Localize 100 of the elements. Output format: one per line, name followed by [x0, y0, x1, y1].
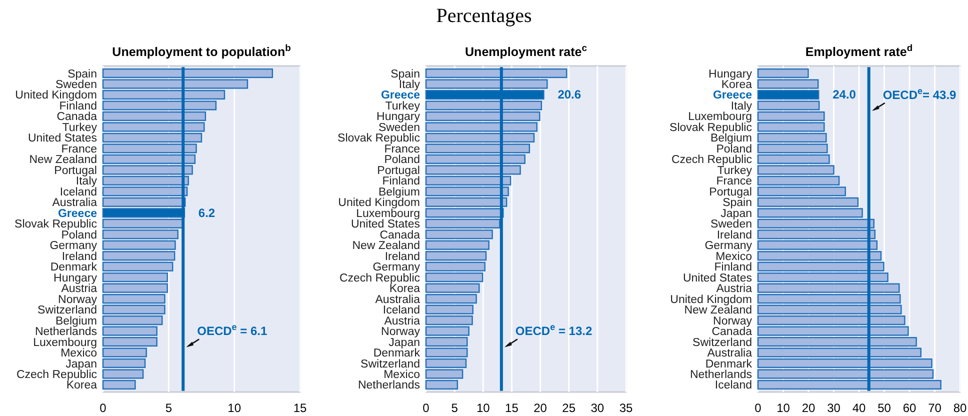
y-tick-label: Turkey — [385, 100, 420, 112]
y-tick-label: Mexico — [716, 250, 752, 263]
y-tick-label: Norway — [713, 315, 752, 328]
y-tick-label: Canada — [56, 111, 98, 124]
x-tick-label: 10 — [476, 401, 490, 415]
y-tick-label: Iceland — [714, 380, 752, 392]
y-tick-label: Australia — [375, 294, 421, 306]
y-tick-label: Norway — [58, 294, 98, 306]
y-tick-label: Netherlands — [34, 326, 98, 338]
y-tick-label: Belgium — [710, 132, 752, 145]
y-tick-label: Austria — [716, 283, 753, 296]
x-tick-label: 10 — [776, 401, 790, 415]
y-tick-label: Belgium — [378, 186, 420, 198]
x-tick-label: 35 — [619, 401, 633, 415]
y-tick-label: Luxembourg — [688, 111, 752, 124]
chart-title: Unemployment rate$^{c}$ — [465, 43, 587, 59]
x-tick-label: 40 — [852, 401, 866, 415]
y-tick-label: Luxembourg — [33, 336, 97, 349]
y-tick-label: Japan — [66, 358, 97, 370]
y-tick-label: Denmark — [50, 262, 98, 274]
y-tick-label: Hungary — [708, 68, 752, 80]
y-tick-label: Iceland — [382, 304, 420, 317]
y-tick-label: Turkey — [717, 164, 752, 177]
y-tick-label: Hungary — [54, 272, 98, 284]
y-tick-label: Ireland — [716, 229, 752, 242]
y-tick-label: Finland — [714, 262, 752, 274]
ref-line-label: OECD$^{e}$= 43.9 — [882, 86, 957, 102]
y-tick-label: France — [384, 143, 420, 156]
y-tick-label: Portugal — [54, 164, 97, 177]
y-tick-label: Italy — [730, 100, 752, 112]
y-tick-label: Finland — [59, 100, 97, 112]
x-tick-label: 30 — [590, 401, 604, 415]
y-tick-label: France — [716, 176, 752, 188]
x-tick-label: 15 — [505, 401, 519, 415]
y-tick-label: New Zealand — [684, 304, 752, 317]
y-tick-label: Finland — [382, 176, 420, 188]
y-tick-label: Sweden — [378, 122, 420, 134]
x-tick-label: 0 — [754, 401, 762, 415]
y-tick-label: Netherlands — [690, 368, 752, 381]
y-tick-label: Norway — [381, 326, 420, 338]
y-tick-label: Portugal — [377, 164, 420, 177]
y-tick-label: Mexico — [60, 348, 97, 360]
y-tick-label: Australia — [52, 197, 98, 210]
y-tick-label: Ireland — [62, 250, 97, 263]
y-tick-label: United Kingdom — [670, 294, 752, 306]
y-tick-label: Czech Republic — [339, 272, 420, 284]
x-tick-label: 25 — [562, 401, 576, 415]
y-tick-label: Poland — [61, 229, 97, 242]
text: Percentages — [436, 5, 532, 27]
x-tick-label: 5 — [451, 401, 458, 415]
x-tick-label: 60 — [902, 401, 916, 415]
y-tick-label: Spain — [390, 68, 420, 80]
x-tick-label: 10 — [228, 401, 242, 415]
y-tick-label: Japan — [388, 336, 420, 349]
data-label: 24.0 — [832, 88, 856, 102]
y-tick-label: Korea — [66, 380, 98, 392]
y-tick-label: Italy — [398, 79, 420, 92]
y-tick-label: Australia — [707, 348, 753, 360]
ref-line-label: OECD$^{e}$ = 6.1 — [197, 322, 268, 338]
y-tick-label: New Zealand — [352, 240, 420, 252]
y-tick-label: Austria — [61, 283, 98, 296]
y-tick-label: Czech Republic — [671, 154, 752, 166]
y-tick-label: Greece — [712, 90, 752, 102]
data-label: 6.2 — [198, 206, 216, 220]
y-tick-label: Switzerland — [360, 358, 420, 370]
y-tick-label: United States — [682, 272, 752, 284]
x-tick-label: 0 — [422, 401, 430, 415]
y-tick-label: Portugal — [709, 186, 752, 198]
y-tick-label: Italy — [76, 176, 98, 188]
y-tick-label: Turkey — [62, 122, 98, 134]
y-tick-label: Slovak Republic — [14, 218, 98, 231]
x-tick-label: 15 — [293, 401, 307, 415]
y-tick-label: United Kingdom — [15, 90, 97, 102]
y-tick-label: Canada — [380, 229, 421, 242]
y-tick-label: Canada — [712, 326, 753, 338]
y-tick-label: Korea — [721, 79, 753, 92]
y-tick-label: Switzerland — [692, 336, 752, 349]
y-tick-label: Sweden — [55, 79, 97, 92]
y-tick-label: New Zealand — [29, 154, 97, 166]
y-tick-label: United Kingdom — [338, 197, 420, 210]
y-tick-label: Ireland — [384, 250, 420, 263]
y-tick-label: Germany — [704, 240, 752, 252]
y-tick-label: Netherlands — [358, 380, 420, 392]
y-tick-label: Slovak Republic — [670, 122, 752, 134]
y-tick-label: Poland — [384, 154, 420, 166]
y-tick-label: Belgium — [55, 315, 97, 328]
y-tick-label: Germany — [372, 262, 420, 274]
y-tick-label: Sweden — [710, 218, 752, 231]
y-tick-label: Iceland — [60, 186, 97, 198]
y-tick-label: Luxembourg — [356, 208, 420, 220]
y-tick-label: Spain — [722, 197, 752, 210]
ref-line-label: OECD$^{e}$ = 13.2 — [515, 322, 592, 338]
y-tick-label: Spain — [68, 68, 97, 80]
y-tick-label: Greece — [380, 90, 420, 102]
y-tick-label: Slovak Republic — [338, 132, 420, 145]
x-tick-label: 80 — [953, 401, 967, 415]
y-tick-label: Denmark — [373, 348, 420, 360]
y-tick-label: Japan — [720, 208, 752, 220]
data-label: 20.6 — [558, 88, 582, 102]
y-tick-label: United States — [350, 218, 420, 231]
